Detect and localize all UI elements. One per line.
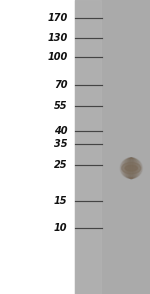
Ellipse shape bbox=[123, 158, 139, 178]
Ellipse shape bbox=[126, 158, 136, 178]
Ellipse shape bbox=[124, 158, 139, 178]
Bar bbox=[0, 0, 75, 294]
Text: 170: 170 bbox=[47, 13, 68, 23]
Ellipse shape bbox=[121, 158, 141, 178]
Ellipse shape bbox=[122, 162, 141, 174]
Text: 70: 70 bbox=[54, 80, 68, 90]
Ellipse shape bbox=[122, 158, 140, 178]
Ellipse shape bbox=[128, 158, 134, 178]
Text: 15: 15 bbox=[54, 196, 68, 206]
Ellipse shape bbox=[125, 165, 137, 171]
Text: 10: 10 bbox=[54, 223, 68, 233]
Bar bbox=[75, 0, 101, 294]
Text: 40: 40 bbox=[54, 126, 68, 136]
Ellipse shape bbox=[127, 158, 136, 178]
Ellipse shape bbox=[124, 158, 138, 178]
Ellipse shape bbox=[127, 158, 135, 178]
Ellipse shape bbox=[120, 158, 142, 178]
Ellipse shape bbox=[122, 158, 141, 178]
Text: 55: 55 bbox=[54, 101, 68, 111]
Text: 25: 25 bbox=[54, 160, 68, 170]
Ellipse shape bbox=[123, 158, 140, 178]
Ellipse shape bbox=[128, 158, 135, 178]
Bar bbox=[75, 0, 150, 294]
Text: 35: 35 bbox=[54, 139, 68, 149]
Ellipse shape bbox=[125, 158, 137, 178]
Text: 130: 130 bbox=[47, 33, 68, 43]
Ellipse shape bbox=[121, 158, 142, 178]
Ellipse shape bbox=[126, 158, 137, 178]
Text: 100: 100 bbox=[47, 52, 68, 62]
